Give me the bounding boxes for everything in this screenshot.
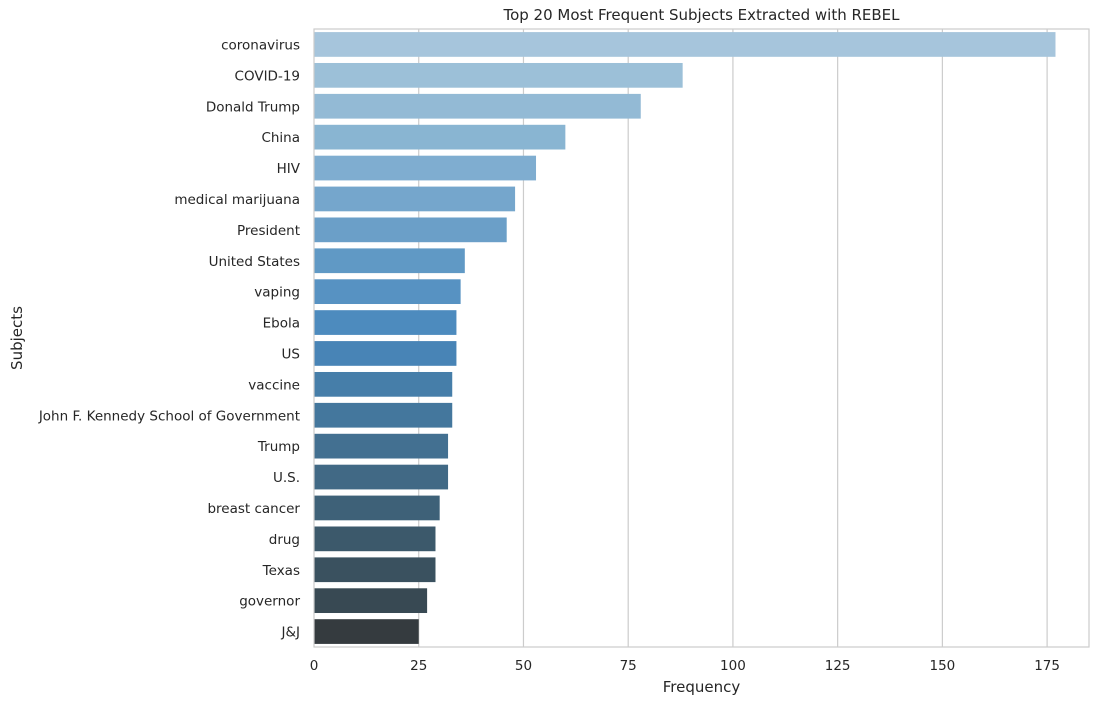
bar — [314, 310, 457, 335]
y-tick-label: Texas — [262, 563, 300, 579]
y-tick-label: Trump — [257, 439, 300, 455]
bar — [314, 588, 428, 614]
chart-title: Top 20 Most Frequent Subjects Extracted … — [502, 6, 900, 24]
bar — [314, 526, 436, 552]
x-tick-label: 150 — [929, 658, 955, 674]
bar — [314, 248, 465, 274]
bar — [314, 32, 1056, 57]
gridlines — [418, 29, 1048, 647]
y-tick-label: governor — [239, 594, 300, 610]
y-tick-label: China — [261, 130, 300, 146]
bar — [314, 217, 507, 243]
bar — [314, 371, 453, 397]
y-tick-label: J&J — [281, 625, 301, 641]
bar — [314, 557, 436, 583]
y-tick-label: John F. Kennedy School of Government — [38, 408, 300, 424]
bar — [314, 186, 516, 212]
x-tick-label: 125 — [825, 658, 851, 674]
bar — [314, 433, 449, 459]
x-tick-label: 75 — [620, 658, 637, 674]
bar — [314, 62, 683, 88]
x-tick-label: 175 — [1034, 658, 1060, 674]
bar — [314, 402, 453, 428]
plot-frame — [313, 28, 1090, 648]
bar — [314, 495, 440, 521]
y-axis-title: Subjects — [8, 306, 26, 370]
bar — [314, 155, 537, 181]
y-tick-label: coronavirus — [221, 37, 300, 53]
bar — [314, 93, 641, 119]
x-tick-label: 25 — [410, 658, 427, 674]
y-tick-label: United States — [209, 254, 300, 270]
bar — [314, 619, 419, 644]
bar — [314, 464, 449, 490]
bar — [314, 124, 566, 150]
y-tick-label: HIV — [277, 161, 301, 177]
x-tick-label: 50 — [515, 658, 532, 674]
y-tick-label: Ebola — [263, 316, 300, 332]
y-tick-label: vaping — [254, 285, 300, 301]
x-tick-label: 0 — [310, 658, 319, 674]
y-tick-labels: coronavirus COVID-19 Donald Trump China HIV m… — [38, 37, 301, 640]
y-tick-label: COVID-19 — [235, 68, 300, 84]
y-tick-label: President — [237, 223, 300, 239]
y-tick-label: Donald Trump — [206, 99, 300, 115]
x-tick-label: 100 — [720, 658, 746, 674]
y-tick-label: U.S. — [273, 470, 300, 486]
x-axis-title: Frequency — [663, 678, 741, 696]
bar — [314, 279, 461, 305]
bar — [314, 341, 457, 366]
y-tick-label: vaccine — [248, 377, 300, 393]
y-tick-label: medical marijuana — [174, 192, 300, 208]
y-tick-label: drug — [269, 532, 300, 548]
x-tick-labels: 0 25 50 75 100 125 150 175 — [310, 658, 1060, 674]
y-tick-label: breast cancer — [207, 501, 300, 517]
y-tick-label: US — [282, 346, 300, 362]
bars — [314, 32, 1056, 644]
